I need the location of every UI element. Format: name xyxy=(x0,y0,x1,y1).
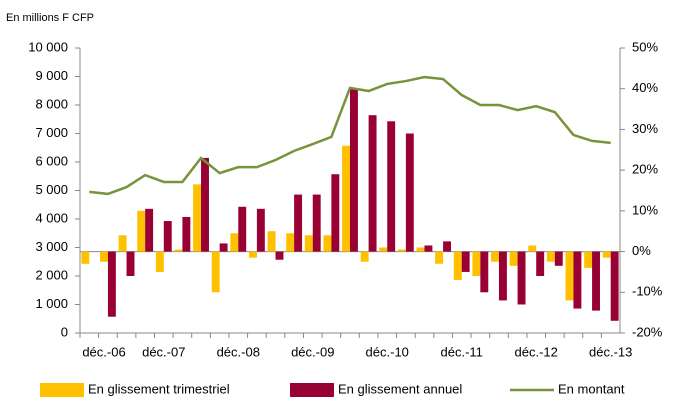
y-tick-label: 6 000 xyxy=(35,153,68,168)
y-tick-label: 7 000 xyxy=(35,125,68,140)
bar xyxy=(163,221,172,252)
bar xyxy=(201,157,209,252)
bar xyxy=(118,235,127,252)
bar xyxy=(397,249,406,252)
bar xyxy=(565,251,574,301)
legend-swatch xyxy=(40,383,84,397)
y2-tick-label: 20% xyxy=(632,162,658,177)
y2-tick-label: -10% xyxy=(632,284,663,299)
bar xyxy=(211,251,220,293)
bar xyxy=(238,206,247,252)
bar xyxy=(342,145,350,252)
y2-tick-label: 0% xyxy=(632,243,651,258)
bar xyxy=(323,235,332,252)
y-tick-label: 3 000 xyxy=(35,239,68,254)
legend-label: En glissement trimestriel xyxy=(88,381,230,396)
x-tick-label: déc.-09 xyxy=(291,344,334,359)
bar xyxy=(126,251,135,276)
y2-tick-label: 50% xyxy=(632,39,658,54)
legend-label: En montant xyxy=(558,381,625,396)
bar xyxy=(379,247,388,252)
x-tick-label: déc.-10 xyxy=(366,344,409,359)
bar xyxy=(602,251,611,258)
x-tick-label: déc.-08 xyxy=(217,344,260,359)
x-tick-label: déc.-06 xyxy=(82,344,125,359)
bar xyxy=(387,121,396,252)
legend-swatch xyxy=(290,383,334,397)
bar xyxy=(424,245,433,252)
bar xyxy=(137,210,146,252)
x-tick-label: déc.-12 xyxy=(515,344,558,359)
y2-tick-label: 40% xyxy=(632,80,658,95)
x-tick-label: déc.-07 xyxy=(142,344,185,359)
bar xyxy=(360,251,369,262)
bar xyxy=(517,251,526,305)
line xyxy=(89,75,611,196)
bar xyxy=(182,216,191,252)
y-tick-label: 9 000 xyxy=(35,68,68,83)
x-tick-label: déc.-13 xyxy=(589,344,632,359)
legend-label: En glissement annuel xyxy=(338,381,462,396)
bar xyxy=(174,249,183,252)
bar xyxy=(275,251,284,260)
bar xyxy=(443,241,452,252)
y-tick-label: 4 000 xyxy=(35,210,68,225)
bar xyxy=(368,115,377,252)
y-axis-label: En millions F CFP xyxy=(6,12,94,24)
bar xyxy=(480,251,489,293)
bar xyxy=(405,133,414,252)
bar xyxy=(81,251,90,264)
y-tick-label: 2 000 xyxy=(35,267,68,282)
bar xyxy=(498,251,507,301)
bar xyxy=(193,184,202,252)
bar xyxy=(248,251,257,258)
bar xyxy=(350,88,358,252)
y-tick-label: 8 000 xyxy=(35,96,68,111)
bar xyxy=(584,251,593,268)
bar xyxy=(610,251,619,321)
bar xyxy=(304,235,313,252)
bar xyxy=(573,251,582,309)
bar xyxy=(155,251,164,272)
y2-tick-label: 10% xyxy=(632,202,658,217)
bar xyxy=(509,251,518,266)
bar xyxy=(331,174,340,252)
bar xyxy=(267,231,276,252)
bar xyxy=(554,251,563,266)
bar xyxy=(472,251,481,276)
bar xyxy=(435,251,444,264)
bar xyxy=(107,251,116,317)
bar xyxy=(416,247,425,252)
y2-tick-label: -20% xyxy=(632,324,663,339)
x-tick-label: déc.-11 xyxy=(441,344,483,359)
bar xyxy=(100,251,108,262)
bar xyxy=(219,243,228,252)
y-tick-label: 10 000 xyxy=(28,39,68,54)
bar xyxy=(461,251,470,272)
bar xyxy=(286,233,295,252)
bar xyxy=(546,251,555,262)
y2-tick-label: 30% xyxy=(632,121,658,136)
bar xyxy=(230,233,239,252)
bar xyxy=(592,251,600,311)
bar xyxy=(536,251,545,276)
bar xyxy=(528,245,537,252)
y-tick-label: 1 000 xyxy=(35,296,68,311)
bar xyxy=(312,194,321,252)
bar xyxy=(294,194,303,252)
y-tick-label: 5 000 xyxy=(35,182,68,197)
bar xyxy=(491,251,499,262)
bar xyxy=(453,251,462,281)
bar xyxy=(145,208,154,252)
bar xyxy=(256,208,265,252)
y-tick-label: 0 xyxy=(61,324,68,339)
